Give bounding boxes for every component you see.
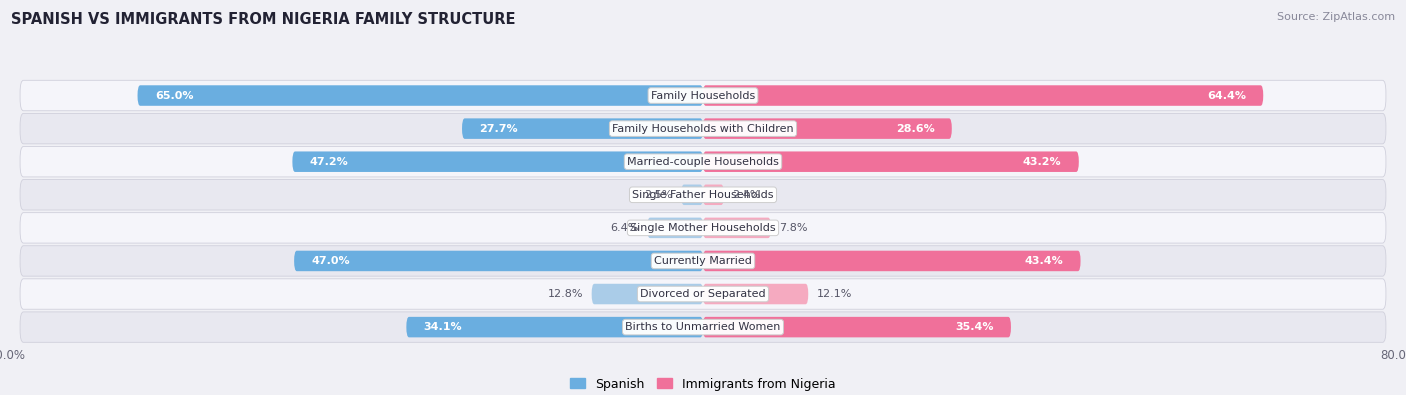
Text: Family Households with Children: Family Households with Children	[612, 124, 794, 134]
Text: Single Mother Households: Single Mother Households	[630, 223, 776, 233]
FancyBboxPatch shape	[703, 184, 724, 205]
Text: 34.1%: 34.1%	[423, 322, 463, 332]
FancyBboxPatch shape	[703, 151, 1078, 172]
FancyBboxPatch shape	[20, 180, 1386, 210]
Text: 12.1%: 12.1%	[817, 289, 852, 299]
Text: 2.4%: 2.4%	[733, 190, 761, 200]
Text: 64.4%: 64.4%	[1206, 90, 1246, 101]
Text: 35.4%: 35.4%	[955, 322, 994, 332]
FancyBboxPatch shape	[292, 151, 703, 172]
Legend: Spanish, Immigrants from Nigeria: Spanish, Immigrants from Nigeria	[565, 372, 841, 395]
FancyBboxPatch shape	[703, 85, 1263, 106]
Text: 12.8%: 12.8%	[547, 289, 583, 299]
Text: SPANISH VS IMMIGRANTS FROM NIGERIA FAMILY STRUCTURE: SPANISH VS IMMIGRANTS FROM NIGERIA FAMIL…	[11, 12, 516, 27]
Text: 65.0%: 65.0%	[155, 90, 194, 101]
FancyBboxPatch shape	[703, 118, 952, 139]
FancyBboxPatch shape	[703, 218, 770, 238]
Text: 6.4%: 6.4%	[610, 223, 638, 233]
Text: Married-couple Households: Married-couple Households	[627, 157, 779, 167]
Text: 47.2%: 47.2%	[309, 157, 349, 167]
FancyBboxPatch shape	[20, 312, 1386, 342]
Text: 2.5%: 2.5%	[644, 190, 672, 200]
Text: Source: ZipAtlas.com: Source: ZipAtlas.com	[1277, 12, 1395, 22]
Text: 7.8%: 7.8%	[779, 223, 808, 233]
FancyBboxPatch shape	[682, 184, 703, 205]
FancyBboxPatch shape	[463, 118, 703, 139]
FancyBboxPatch shape	[703, 317, 1011, 337]
Text: Currently Married: Currently Married	[654, 256, 752, 266]
FancyBboxPatch shape	[20, 279, 1386, 309]
Text: Divorced or Separated: Divorced or Separated	[640, 289, 766, 299]
Text: 28.6%: 28.6%	[896, 124, 935, 134]
FancyBboxPatch shape	[20, 246, 1386, 276]
Text: 47.0%: 47.0%	[312, 256, 350, 266]
FancyBboxPatch shape	[406, 317, 703, 337]
FancyBboxPatch shape	[647, 218, 703, 238]
FancyBboxPatch shape	[703, 284, 808, 304]
Text: Births to Unmarried Women: Births to Unmarried Women	[626, 322, 780, 332]
FancyBboxPatch shape	[20, 213, 1386, 243]
Text: 43.4%: 43.4%	[1025, 256, 1063, 266]
Text: Family Households: Family Households	[651, 90, 755, 101]
FancyBboxPatch shape	[20, 147, 1386, 177]
Text: 43.2%: 43.2%	[1022, 157, 1062, 167]
FancyBboxPatch shape	[592, 284, 703, 304]
Text: Single Father Households: Single Father Households	[633, 190, 773, 200]
FancyBboxPatch shape	[138, 85, 703, 106]
FancyBboxPatch shape	[294, 251, 703, 271]
FancyBboxPatch shape	[20, 113, 1386, 144]
FancyBboxPatch shape	[703, 251, 1081, 271]
Text: 27.7%: 27.7%	[479, 124, 517, 134]
FancyBboxPatch shape	[20, 80, 1386, 111]
